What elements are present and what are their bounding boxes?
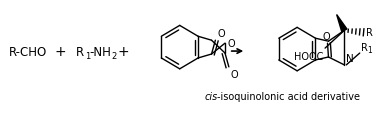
Text: 1: 1	[367, 46, 372, 55]
Text: R: R	[361, 43, 368, 53]
Text: +: +	[117, 45, 129, 59]
Text: R-CHO: R-CHO	[8, 45, 47, 58]
Text: R: R	[76, 45, 84, 58]
Text: -isoquinolonic acid derivative: -isoquinolonic acid derivative	[217, 92, 360, 101]
Text: +: +	[54, 45, 66, 59]
Text: O: O	[323, 32, 330, 42]
Text: HOOC: HOOC	[294, 52, 323, 61]
Text: O: O	[231, 69, 238, 79]
Polygon shape	[337, 15, 347, 32]
Text: O: O	[217, 29, 225, 39]
Text: -NH: -NH	[89, 45, 111, 58]
Text: 2: 2	[111, 51, 117, 60]
Text: O: O	[228, 39, 236, 49]
Text: cis: cis	[204, 92, 218, 101]
Text: 1: 1	[85, 51, 91, 60]
Text: R: R	[365, 28, 372, 38]
Text: N: N	[346, 53, 354, 63]
